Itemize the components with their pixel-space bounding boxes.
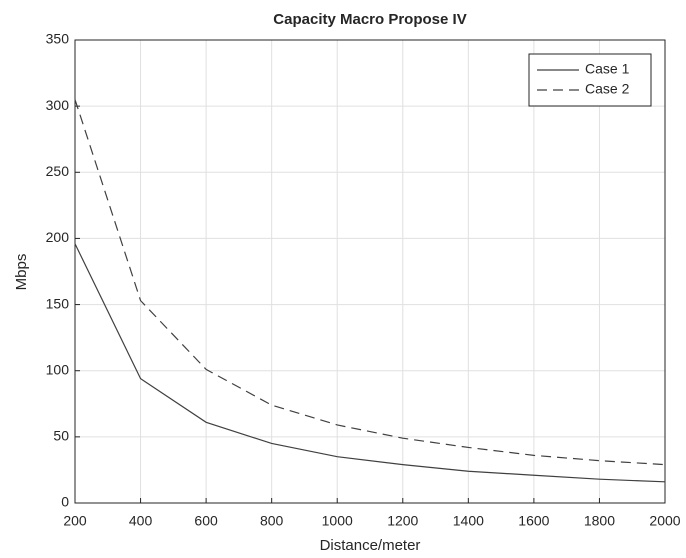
x-tick-label: 1600 <box>518 513 549 529</box>
chart-title: Capacity Macro Propose IV <box>273 11 466 28</box>
legend-label: Case 2 <box>585 81 630 97</box>
x-tick-label: 400 <box>129 513 153 529</box>
x-tick-label: 600 <box>194 513 218 529</box>
x-tick-label: 200 <box>63 513 87 529</box>
y-tick-label: 0 <box>61 494 69 510</box>
x-tick-label: 1200 <box>387 513 418 529</box>
y-tick-label: 350 <box>46 31 70 47</box>
x-tick-label: 800 <box>260 513 284 529</box>
series-line <box>74 243 666 483</box>
x-tick-label: 1400 <box>453 513 484 529</box>
plot-frame <box>74 39 666 504</box>
x-tick-label: 1000 <box>322 513 353 529</box>
legend-label: Case 1 <box>585 61 630 77</box>
series-line <box>74 99 666 466</box>
x-axis-label: Distance/meter <box>320 537 421 554</box>
y-tick-label: 250 <box>46 163 70 179</box>
y-axis-label: Mbps <box>13 254 30 291</box>
x-tick-label: 2000 <box>649 513 680 529</box>
y-tick-label: 300 <box>46 97 70 113</box>
y-tick-label: 100 <box>46 361 70 377</box>
y-tick-label: 200 <box>46 229 70 245</box>
y-tick-label: 150 <box>46 295 70 311</box>
legend-box <box>528 53 652 107</box>
y-tick-label: 50 <box>53 428 69 444</box>
x-tick-label: 1800 <box>584 513 615 529</box>
